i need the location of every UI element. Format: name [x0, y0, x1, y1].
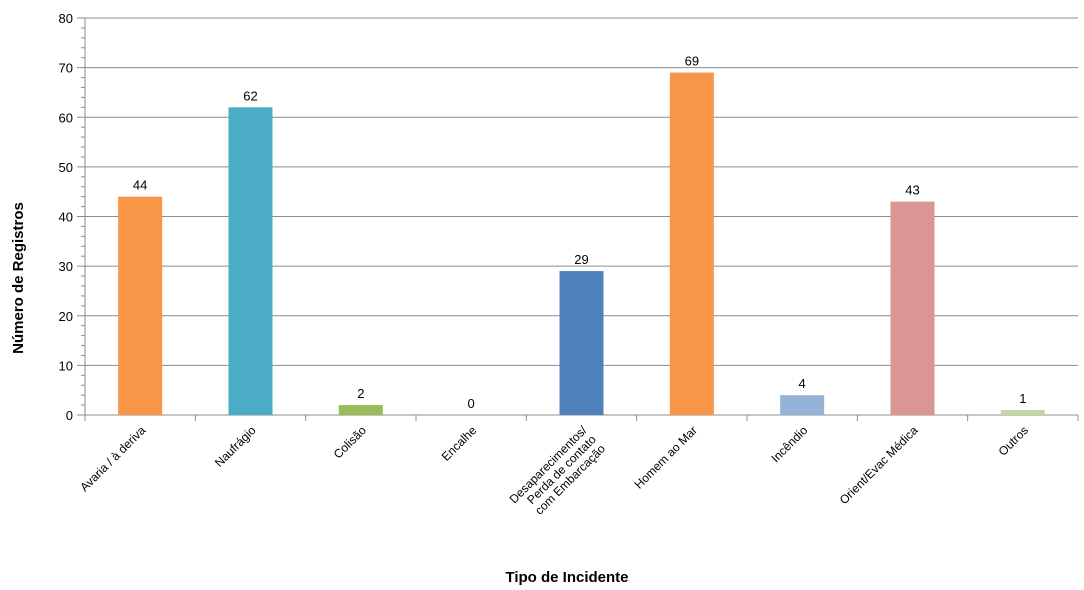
data-label: 0 — [468, 396, 475, 411]
x-axis-title: Tipo de Incidente — [505, 569, 628, 586]
y-tick-label: 70 — [59, 61, 73, 76]
x-category-labels: Avaria / à deriva Naufrágio Colisão Encalhe… — [77, 423, 1031, 525]
x-category-label: Incêndio — [768, 423, 810, 465]
x-category-label: Avaria / à deriva — [77, 423, 148, 494]
bars — [118, 72, 1045, 416]
data-label: 1 — [1019, 391, 1026, 406]
x-category-label: Desaparecimentos/Perda de contatocom Emb… — [507, 423, 609, 525]
data-labels: 44 62 2 0 29 69 4 43 1 — [133, 54, 1027, 411]
y-tick-labels: 0 10 20 30 40 50 60 70 80 — [59, 11, 73, 423]
x-category-label: Outros — [996, 423, 1031, 458]
y-axis-title: Número de Registros — [10, 202, 27, 354]
y-tick-label: 20 — [59, 309, 73, 324]
x-category-label: Orient/Evac Médica — [837, 423, 921, 507]
x-category-label: Encalhe — [439, 423, 480, 464]
y-tick-label: 40 — [59, 210, 73, 225]
data-label: 4 — [799, 376, 806, 391]
x-category-label-line: Incêndio — [768, 423, 810, 465]
x-category-label-line: Homem ao Mar — [632, 423, 700, 491]
bar — [228, 107, 273, 415]
bar — [559, 271, 604, 415]
data-label: 69 — [685, 54, 699, 69]
x-category-label-line: Avaria / à deriva — [77, 423, 148, 494]
x-category-label: Homem ao Mar — [632, 423, 700, 491]
x-category-label-line: Outros — [996, 423, 1031, 458]
data-label: 29 — [574, 252, 588, 267]
x-category-label: Naufrágio — [212, 423, 259, 470]
data-label: 43 — [905, 183, 919, 198]
data-label: 44 — [133, 178, 147, 193]
y-tick-label: 50 — [59, 160, 73, 175]
x-category-label-line: Encalhe — [439, 423, 480, 464]
bar — [669, 72, 714, 416]
y-tick-label: 0 — [66, 408, 73, 423]
x-category-label: Colisão — [331, 423, 369, 461]
y-tick-label: 60 — [59, 110, 73, 125]
data-label: 62 — [243, 88, 257, 103]
y-tick-label: 80 — [59, 11, 73, 26]
y-tick-label: 10 — [59, 358, 73, 373]
x-category-label-line: Orient/Evac Médica — [837, 423, 921, 507]
x-category-label-line: Naufrágio — [212, 423, 259, 470]
bar — [780, 395, 825, 415]
x-category-label-line: Colisão — [331, 423, 369, 461]
bar — [1000, 410, 1045, 415]
bar — [890, 201, 935, 415]
y-tick-label: 30 — [59, 259, 73, 274]
bar — [338, 405, 383, 415]
data-label: 2 — [357, 386, 364, 401]
bar — [118, 196, 163, 415]
